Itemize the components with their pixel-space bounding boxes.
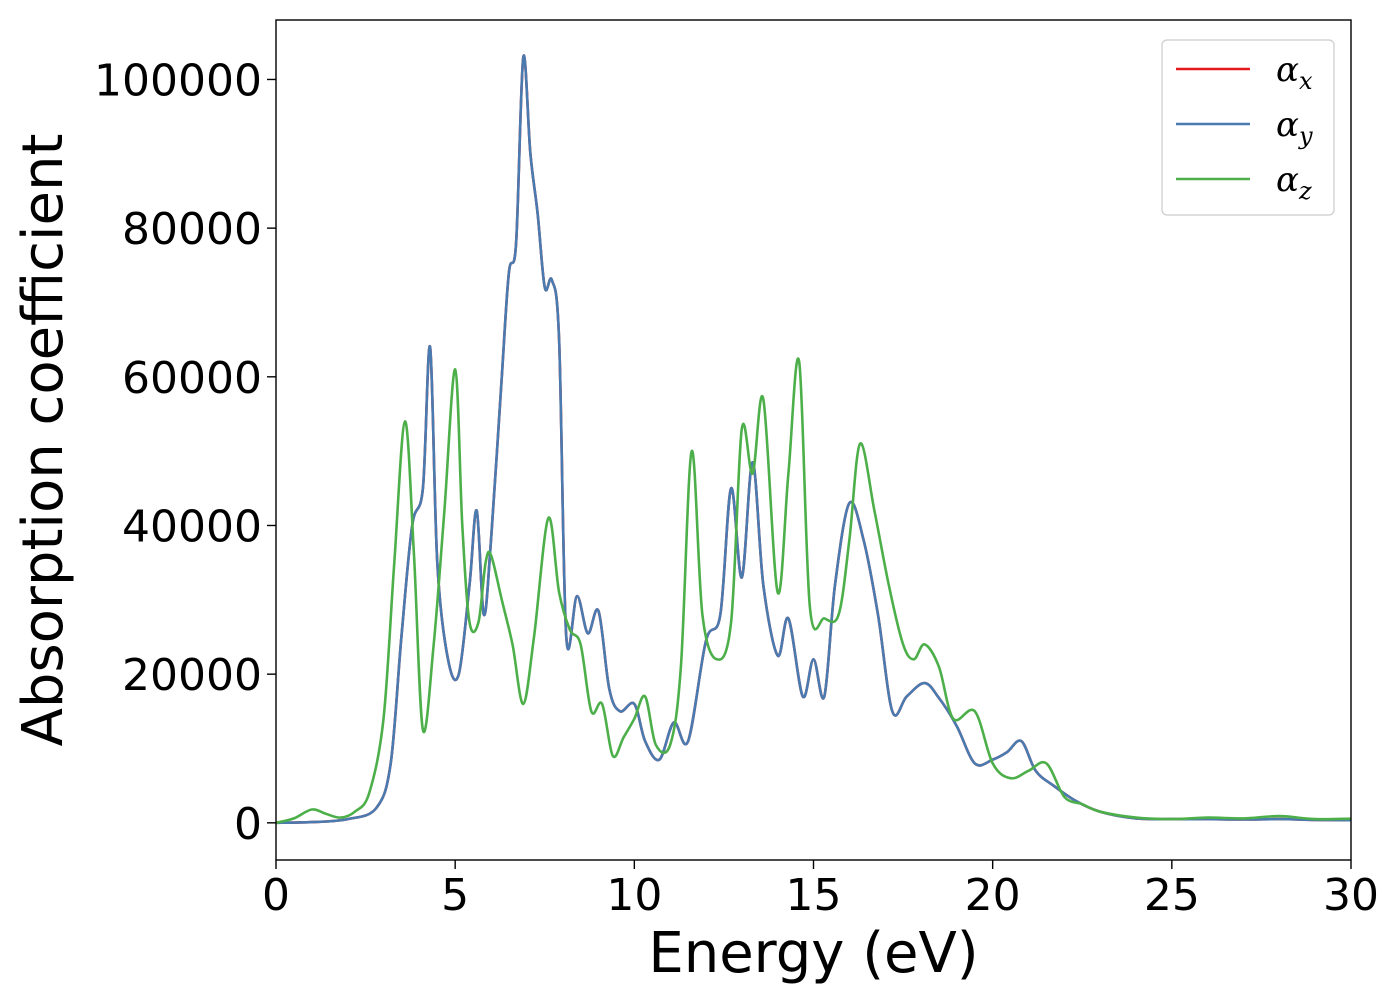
series-line-alpha-y bbox=[276, 54, 1351, 825]
x-tick-label: 20 bbox=[965, 870, 1021, 921]
x-tick-label: 30 bbox=[1323, 870, 1379, 921]
legend-label-alpha-x: αx bbox=[1276, 50, 1313, 95]
x-tick-label: 25 bbox=[1144, 870, 1200, 921]
y-tick-label: 20000 bbox=[122, 650, 262, 701]
y-tick-label: 100000 bbox=[94, 55, 262, 106]
legend-label-alpha-y: αy bbox=[1276, 105, 1313, 150]
x-tick-label: 10 bbox=[606, 870, 662, 921]
y-tick-label: 60000 bbox=[122, 353, 262, 404]
legend-label-alpha-z: αz bbox=[1276, 160, 1312, 205]
x-axis-label: Energy (eV) bbox=[648, 921, 978, 986]
legend: αx αy αz bbox=[1161, 39, 1335, 216]
y-tick-label: 40000 bbox=[122, 501, 262, 552]
x-tick-label: 5 bbox=[441, 870, 469, 921]
y-tick-label: 80000 bbox=[122, 204, 262, 255]
y-tick-label: 0 bbox=[234, 799, 262, 850]
x-tick-label: 0 bbox=[262, 870, 290, 921]
legend-box bbox=[1161, 39, 1335, 216]
x-tick-label: 15 bbox=[786, 870, 842, 921]
y-axis-label: Absorption coefficient bbox=[11, 134, 76, 747]
ticks-layer: 0 5 10 15 20 25 30 0 20000 40000 60000 80000 100000 bbox=[94, 55, 1379, 921]
series-layer bbox=[276, 54, 1351, 825]
series-line-alpha-z bbox=[276, 357, 1351, 825]
